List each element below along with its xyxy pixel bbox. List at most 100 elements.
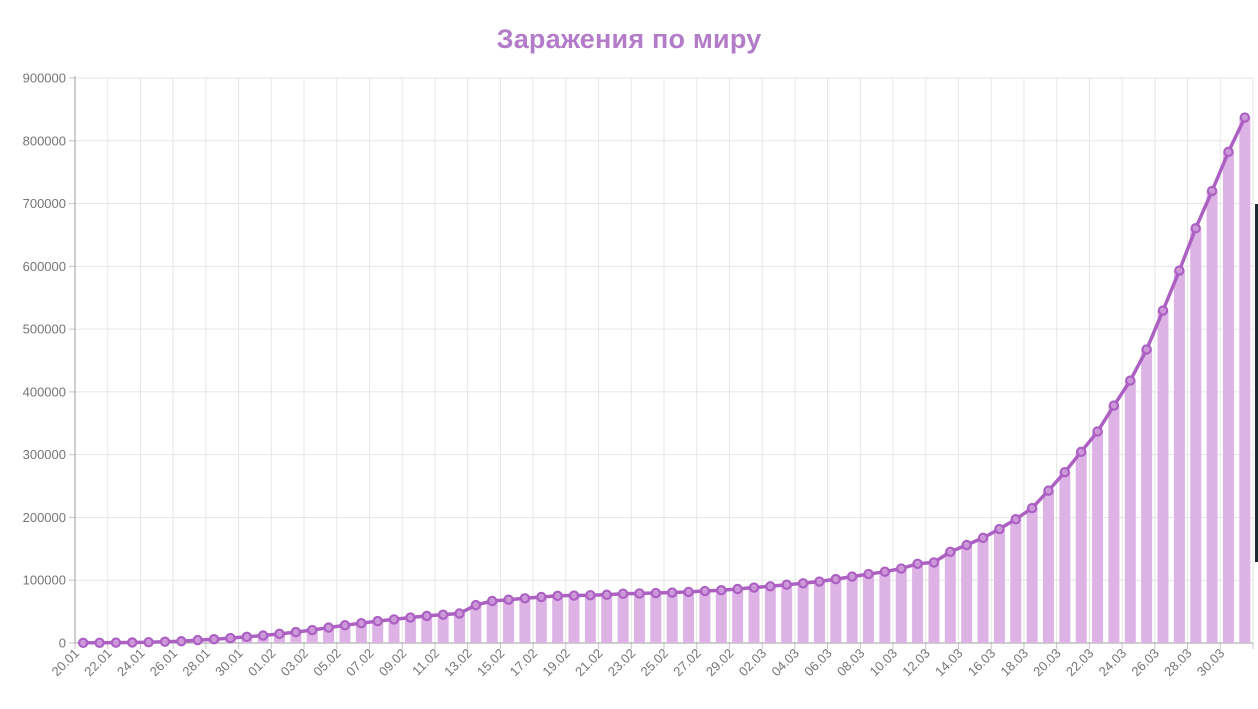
point-markers <box>77 112 1251 649</box>
data-point-marker <box>699 585 711 597</box>
bar <box>601 594 613 643</box>
bar <box>944 551 956 643</box>
x-tick-label: 16.03 <box>965 646 999 680</box>
daily-bars <box>77 117 1251 644</box>
bar <box>813 581 825 643</box>
data-point-marker <box>241 631 252 643</box>
bar <box>683 591 695 643</box>
data-point-marker <box>323 622 334 633</box>
bar <box>715 590 727 643</box>
bar <box>552 595 564 643</box>
bar <box>1222 151 1234 643</box>
data-point-marker <box>143 636 154 648</box>
x-tick-label: 02.03 <box>736 646 770 680</box>
data-point-marker <box>601 589 612 600</box>
bar <box>453 613 465 643</box>
bar <box>503 599 515 643</box>
y-tick-label: 600000 <box>23 259 66 274</box>
x-tick-label: 11.02 <box>409 646 442 679</box>
bar <box>781 584 793 643</box>
data-point-marker <box>1108 400 1120 411</box>
data-point-marker <box>503 594 514 605</box>
y-tick-label: 500000 <box>23 322 66 337</box>
data-point-marker <box>372 615 383 627</box>
data-point-marker <box>666 587 678 598</box>
bar <box>437 614 449 643</box>
data-point-marker <box>797 578 809 589</box>
y-tick-label: 900000 <box>23 71 66 86</box>
x-tick-label: 30.03 <box>1194 646 1228 680</box>
bar <box>993 529 1005 643</box>
data-point-marker <box>1157 305 1169 316</box>
data-point-marker <box>1125 375 1136 386</box>
x-tick-label: 01.02 <box>245 646 279 680</box>
bar <box>1190 228 1202 643</box>
x-tick-label: 09.02 <box>376 646 410 680</box>
x-tick-label: 14.03 <box>932 646 966 680</box>
bar <box>568 595 580 643</box>
data-point-marker <box>1092 426 1103 437</box>
x-tick-marks <box>74 643 1254 649</box>
data-point-marker <box>1043 485 1054 496</box>
data-point-marker <box>1223 146 1234 158</box>
data-point-marker <box>159 636 171 647</box>
bar <box>895 568 907 643</box>
scrollbar-thumb[interactable] <box>1255 204 1258 562</box>
bar <box>1108 405 1120 643</box>
y-tick-label: 0 <box>59 636 66 651</box>
bar <box>1141 349 1153 643</box>
bar <box>306 630 318 643</box>
y-tick-label: 400000 <box>23 384 66 399</box>
bar <box>764 586 776 643</box>
data-point-marker <box>454 608 465 619</box>
y-tick-label: 200000 <box>23 510 66 525</box>
data-point-marker <box>814 576 825 587</box>
bar <box>797 583 809 643</box>
bar <box>928 562 940 643</box>
bar <box>1173 270 1185 643</box>
x-tick-label: 20.01 <box>49 646 83 680</box>
data-point-marker <box>1141 344 1152 355</box>
data-point-marker <box>405 612 416 623</box>
x-tick-label: 22.03 <box>1063 646 1097 680</box>
x-tick-label: 08.03 <box>834 646 868 680</box>
data-point-marker <box>94 637 105 649</box>
data-point-marker <box>274 628 285 640</box>
data-point-marker <box>1239 112 1251 123</box>
x-tick-label: 24.03 <box>1096 646 1130 680</box>
bar <box>323 627 335 643</box>
bar <box>290 632 302 643</box>
x-tick-label: 17.02 <box>507 646 541 680</box>
bar <box>1157 310 1169 643</box>
data-point-marker <box>257 630 269 641</box>
x-tick-label: 04.03 <box>768 646 802 680</box>
data-point-marker <box>748 582 760 593</box>
x-tick-label: 12.03 <box>899 646 933 680</box>
x-tick-label: 18.03 <box>997 646 1031 680</box>
data-point-marker <box>307 624 318 636</box>
bar <box>1092 431 1104 643</box>
data-point-marker <box>437 609 449 620</box>
bar <box>404 617 416 643</box>
bar <box>519 598 531 643</box>
y-tick-label: 700000 <box>23 196 66 211</box>
bar <box>666 592 678 643</box>
data-point-marker <box>1174 265 1185 276</box>
data-point-marker <box>781 579 792 590</box>
bar <box>732 589 744 643</box>
data-point-marker <box>765 581 776 592</box>
data-point-marker <box>928 557 940 568</box>
bar <box>846 576 858 643</box>
x-tick-label: 30.01 <box>212 646 246 680</box>
bar <box>584 595 596 643</box>
data-point-marker <box>977 532 989 544</box>
data-point-marker <box>1206 185 1218 197</box>
x-tick-label: 21.02 <box>572 646 606 680</box>
bar <box>355 623 367 643</box>
x-tick-label: 19.02 <box>539 646 573 680</box>
x-tick-label: 15.02 <box>474 646 508 680</box>
x-tick-label: 23.02 <box>605 646 639 680</box>
bar <box>388 619 400 643</box>
x-tick-label: 03.02 <box>278 646 312 680</box>
